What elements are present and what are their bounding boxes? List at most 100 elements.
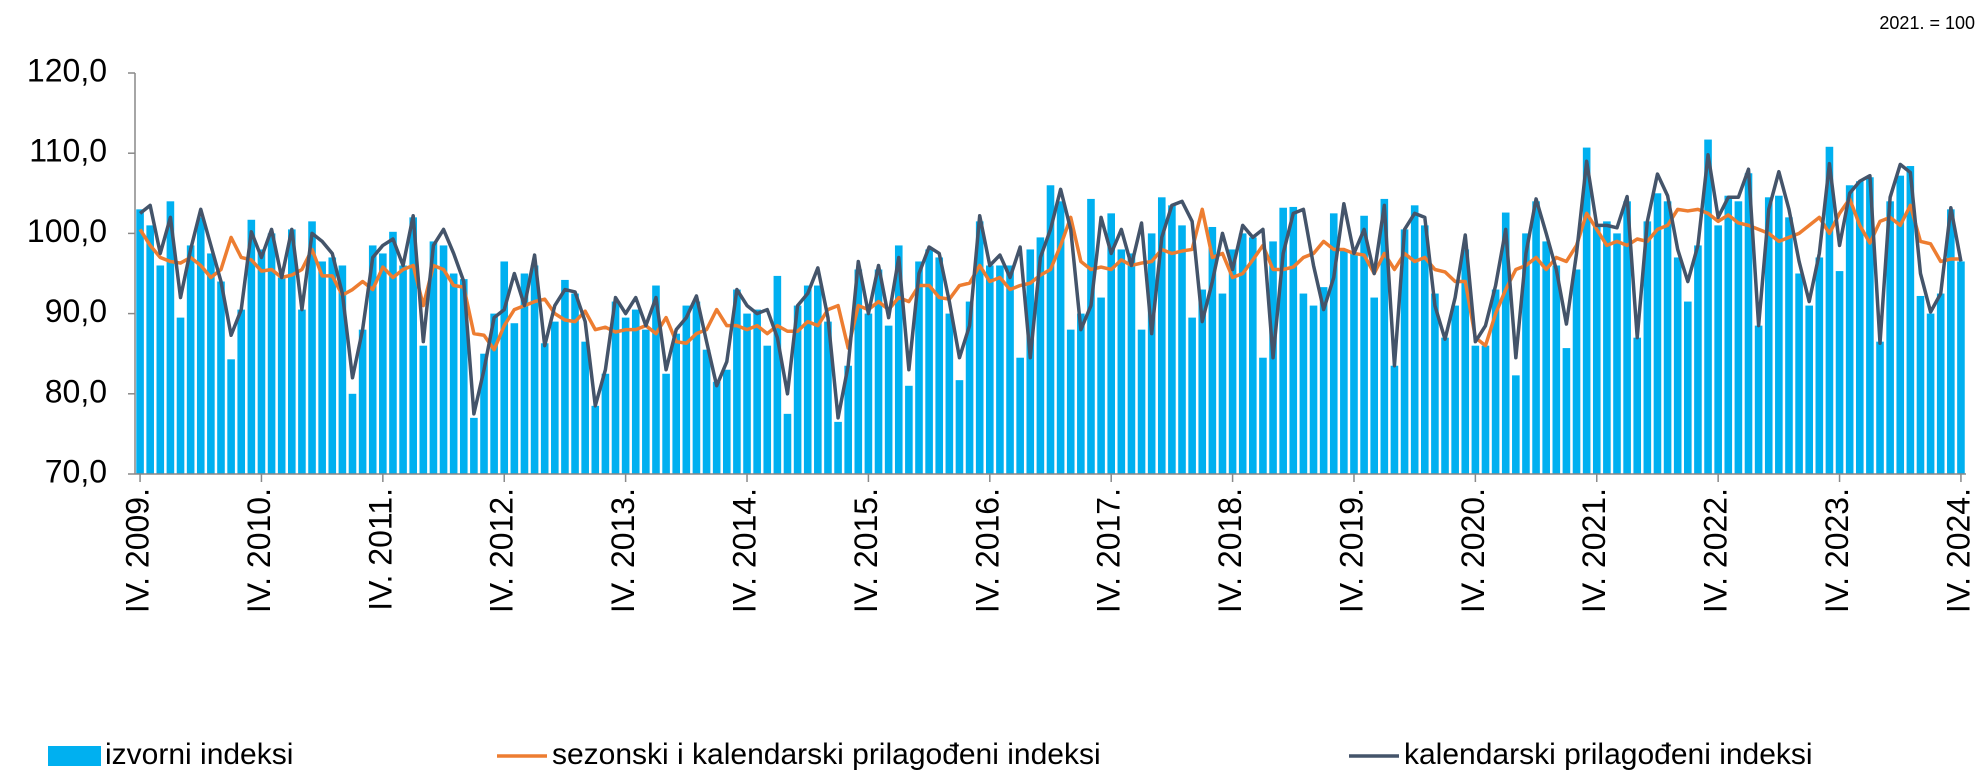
bar	[136, 209, 144, 474]
x-tick-label: IV. 2012.	[484, 488, 520, 613]
bar	[1613, 233, 1621, 474]
bar	[540, 343, 549, 474]
bar	[874, 269, 883, 474]
bar	[631, 309, 640, 474]
bar	[672, 333, 681, 474]
bar	[1218, 293, 1227, 474]
bar	[328, 257, 337, 474]
bar	[1754, 325, 1763, 474]
bar	[1461, 249, 1470, 474]
bar	[530, 265, 539, 474]
bar	[864, 313, 873, 474]
bar	[1512, 375, 1520, 474]
bar	[156, 265, 165, 474]
bar	[712, 381, 721, 474]
y-tick-label: 90,0	[45, 293, 107, 329]
bar	[642, 329, 650, 474]
bar	[1390, 365, 1399, 474]
bar	[409, 217, 417, 475]
bar	[1289, 206, 1298, 474]
bar	[611, 301, 620, 474]
bar	[1077, 313, 1085, 474]
bar	[1663, 201, 1672, 474]
bar	[1046, 185, 1055, 474]
bar	[459, 279, 468, 474]
bar	[1137, 329, 1146, 474]
x-tick-label: IV. 2020.	[1455, 488, 1491, 613]
bar	[267, 233, 276, 474]
bar	[1087, 198, 1095, 474]
bar	[237, 309, 246, 474]
x-tick-label: IV. 2024.	[1940, 488, 1976, 613]
x-tick-label: IV. 2013.	[605, 488, 641, 613]
bar	[824, 321, 832, 474]
bar	[1178, 225, 1186, 474]
bar	[1835, 271, 1844, 474]
x-tick-label: IV. 2011.	[362, 488, 398, 611]
x-tick-label: IV. 2009.	[120, 488, 156, 613]
bar	[662, 373, 670, 474]
bar	[945, 313, 954, 474]
bar	[1329, 213, 1338, 474]
bar	[1097, 297, 1105, 474]
bar	[1957, 261, 1965, 474]
bar	[1147, 233, 1156, 474]
bar	[1704, 139, 1712, 475]
bar	[287, 229, 296, 474]
bar	[551, 321, 559, 474]
bar	[1157, 197, 1166, 474]
bar	[247, 219, 256, 474]
bar	[1734, 201, 1743, 474]
bar	[1400, 229, 1409, 474]
bar	[1896, 175, 1905, 474]
bar	[1420, 225, 1429, 474]
bar	[905, 385, 913, 474]
bar	[348, 393, 357, 474]
bar	[763, 345, 772, 474]
bar	[591, 405, 600, 474]
bar	[1309, 305, 1318, 474]
bar	[176, 317, 185, 474]
bar	[338, 265, 347, 474]
bar	[1127, 253, 1136, 474]
bar	[753, 309, 761, 474]
bar	[915, 261, 923, 474]
x-tick-label: IV. 2019.	[1333, 488, 1369, 613]
bar	[196, 217, 205, 475]
bar	[1249, 237, 1257, 474]
bar	[1299, 293, 1308, 474]
bar	[1633, 337, 1642, 474]
bar	[358, 329, 367, 474]
bar	[399, 265, 407, 474]
bar	[1866, 177, 1874, 474]
bar	[449, 273, 458, 474]
bar	[1916, 295, 1925, 474]
bar	[257, 249, 266, 474]
bar	[1744, 173, 1753, 474]
bar	[1016, 357, 1024, 474]
bar	[894, 245, 903, 474]
bar	[884, 325, 893, 474]
y-tick-label: 110,0	[29, 133, 107, 169]
y-tick-label: 80,0	[45, 373, 107, 409]
bar	[429, 241, 438, 474]
bar	[814, 285, 822, 474]
x-tick-label: IV. 2016.	[969, 488, 1005, 613]
bar	[1026, 249, 1035, 474]
bar	[1694, 245, 1702, 474]
bar	[1785, 217, 1793, 475]
bar	[146, 225, 154, 474]
bar	[1653, 193, 1662, 475]
bar	[490, 313, 498, 474]
bar	[1370, 297, 1379, 474]
bar	[986, 265, 994, 474]
y-tick-label: 100,0	[27, 213, 107, 249]
bar	[227, 359, 235, 474]
bar	[318, 261, 326, 474]
bar	[803, 285, 812, 474]
y-tick-label: 70,0	[45, 453, 107, 489]
bar	[1825, 146, 1834, 474]
bar	[1855, 181, 1864, 474]
bar	[854, 269, 863, 474]
bar	[1188, 317, 1196, 474]
